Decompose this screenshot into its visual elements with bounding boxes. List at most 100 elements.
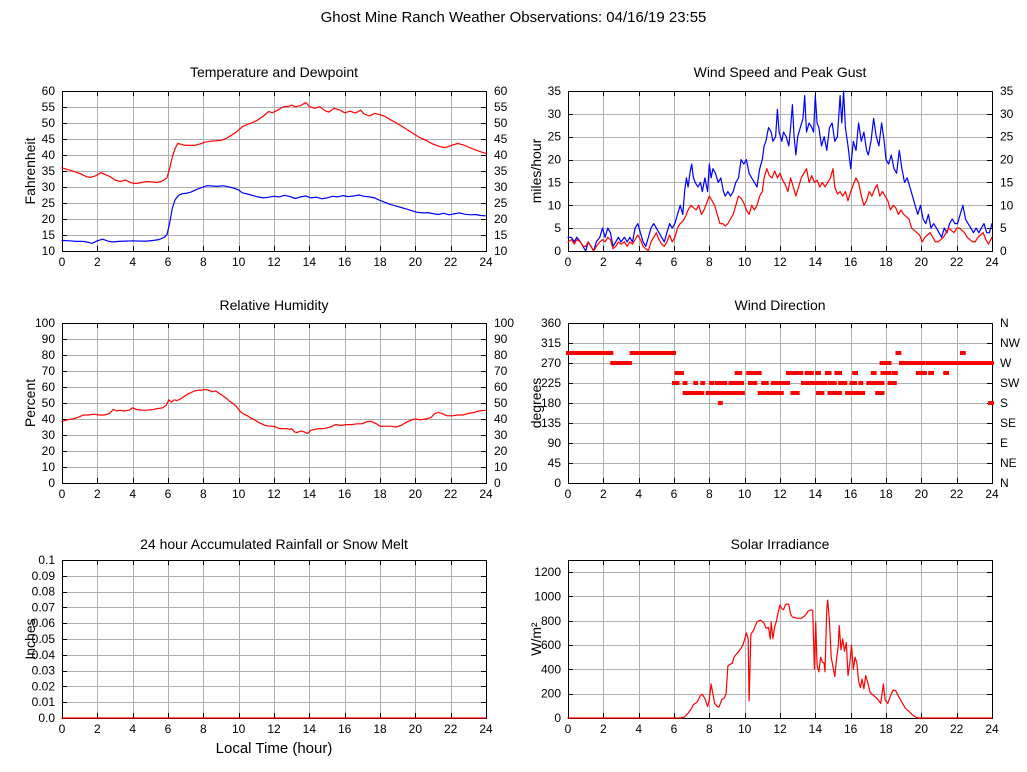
svg-text:8: 8: [706, 487, 713, 501]
svg-text:24: 24: [985, 255, 999, 269]
svg-text:60: 60: [494, 380, 508, 394]
svg-text:12: 12: [773, 487, 787, 501]
y-tick-labels-left: 0 45 90 135 180 225 270 315 360: [541, 316, 561, 490]
chart-title-temperature-dewpoint: Temperature and Dewpoint: [189, 64, 359, 80]
svg-text:14: 14: [809, 487, 823, 501]
svg-text:0.06: 0.06: [32, 616, 56, 630]
svg-text:0: 0: [554, 476, 561, 490]
y-tick-labels-left: 10 15 20 25 30 35 40 45 50 55 60: [42, 84, 56, 258]
svg-text:12: 12: [267, 255, 281, 269]
y-tick-labels-right: N NE E SE S SW W NW N: [1000, 316, 1021, 490]
plot-border: [568, 560, 993, 719]
chart-title-relative-humidity: Relative Humidity: [219, 297, 329, 313]
y-tick-labels-right: 10 15 20 25 30 35 40 45 50 55 60: [494, 84, 508, 258]
svg-text:40: 40: [42, 148, 56, 162]
svg-text:18: 18: [373, 487, 387, 501]
svg-text:35: 35: [42, 164, 56, 178]
svg-text:10: 10: [232, 722, 246, 736]
wind-direction-points: [566, 351, 994, 405]
svg-text:0.09: 0.09: [32, 569, 56, 583]
svg-text:22: 22: [950, 487, 964, 501]
svg-text:2: 2: [600, 487, 607, 501]
plot-border: [62, 323, 487, 484]
svg-text:0.02: 0.02: [32, 679, 56, 693]
wind-speed-line: [567, 168, 993, 252]
svg-text:25: 25: [1000, 130, 1014, 144]
svg-text:8: 8: [200, 255, 207, 269]
svg-text:22: 22: [950, 722, 964, 736]
svg-text:20: 20: [915, 487, 929, 501]
svg-text:S: S: [1000, 396, 1008, 410]
relative-humidity-line: [61, 388, 487, 434]
plot-border: [568, 91, 993, 252]
x-tick-labels: 0 2 4 6 8 10 12 14 16 18 20 22 24: [565, 722, 999, 736]
svg-text:0: 0: [59, 487, 66, 501]
svg-text:8: 8: [706, 255, 713, 269]
svg-text:6: 6: [165, 255, 172, 269]
svg-text:18: 18: [373, 722, 387, 736]
svg-text:12: 12: [773, 255, 787, 269]
grid-lines: [568, 323, 992, 483]
svg-text:55: 55: [42, 100, 56, 114]
svg-text:200: 200: [541, 687, 561, 701]
svg-text:12: 12: [267, 487, 281, 501]
y-tick-labels-left: 0 200 400 600 800 1000 1200: [534, 565, 561, 725]
svg-text:E: E: [1000, 436, 1008, 450]
svg-text:20: 20: [494, 444, 508, 458]
svg-text:10: 10: [494, 460, 508, 474]
svg-text:35: 35: [548, 84, 562, 98]
svg-text:20: 20: [409, 255, 423, 269]
wind-direction-chart: 0 2 4 6 8 10 12 14 16 18 20 22 240459013518022527031…: [541, 316, 1021, 501]
svg-text:22: 22: [950, 255, 964, 269]
svg-text:100: 100: [494, 316, 514, 330]
svg-text:16: 16: [844, 722, 858, 736]
grid-lines: [62, 560, 486, 718]
rainfall-chart: 0 2 4 6 8 10 12 14 16 18 20 22 240.00.010.020.030.04…: [32, 553, 493, 736]
svg-text:24: 24: [985, 722, 999, 736]
svg-text:135: 135: [541, 416, 561, 430]
svg-text:N: N: [1000, 476, 1009, 490]
svg-text:0.05: 0.05: [32, 632, 56, 646]
svg-text:4: 4: [129, 722, 136, 736]
svg-text:W: W: [1000, 356, 1012, 370]
svg-text:55: 55: [494, 100, 508, 114]
svg-text:8: 8: [200, 487, 207, 501]
svg-text:4: 4: [129, 255, 136, 269]
svg-text:180: 180: [541, 396, 561, 410]
svg-text:80: 80: [42, 348, 56, 362]
svg-text:10: 10: [738, 722, 752, 736]
svg-text:315: 315: [541, 336, 561, 350]
svg-text:4: 4: [129, 487, 136, 501]
svg-text:1200: 1200: [534, 565, 561, 579]
svg-text:N: N: [1000, 316, 1009, 330]
svg-text:22: 22: [444, 255, 458, 269]
svg-text:14: 14: [809, 722, 823, 736]
plot-border: [62, 91, 487, 252]
svg-text:4: 4: [635, 255, 642, 269]
page-title: Ghost Mine Ranch Weather Observations: 0…: [320, 9, 707, 26]
svg-text:0: 0: [554, 244, 561, 258]
svg-text:24: 24: [985, 487, 999, 501]
y-tick-labels-right: 0 5 10 15 20 25 30 35: [1000, 84, 1014, 258]
svg-text:45: 45: [494, 132, 508, 146]
svg-text:40: 40: [42, 412, 56, 426]
svg-text:16: 16: [844, 487, 858, 501]
svg-text:4: 4: [635, 487, 642, 501]
temperature-dewpoint-chart: 0 2 4 6 8 10 12 14 16 18 20 22 241015202530354045505…: [42, 84, 508, 269]
svg-text:SE: SE: [1000, 416, 1016, 430]
y-tick-labels-left: 0 5 10 15 20 25 30 35: [548, 84, 562, 258]
svg-text:20: 20: [42, 444, 56, 458]
svg-text:14: 14: [303, 255, 317, 269]
grid-lines: [568, 560, 992, 718]
svg-text:225: 225: [541, 376, 561, 390]
svg-text:360: 360: [541, 316, 561, 330]
svg-text:0: 0: [554, 711, 561, 725]
svg-text:25: 25: [548, 130, 562, 144]
svg-text:0: 0: [1000, 244, 1007, 258]
svg-text:0.1: 0.1: [38, 553, 55, 567]
svg-text:15: 15: [548, 175, 562, 189]
svg-text:5: 5: [1000, 221, 1007, 235]
svg-text:0: 0: [565, 722, 572, 736]
svg-text:100: 100: [35, 316, 55, 330]
